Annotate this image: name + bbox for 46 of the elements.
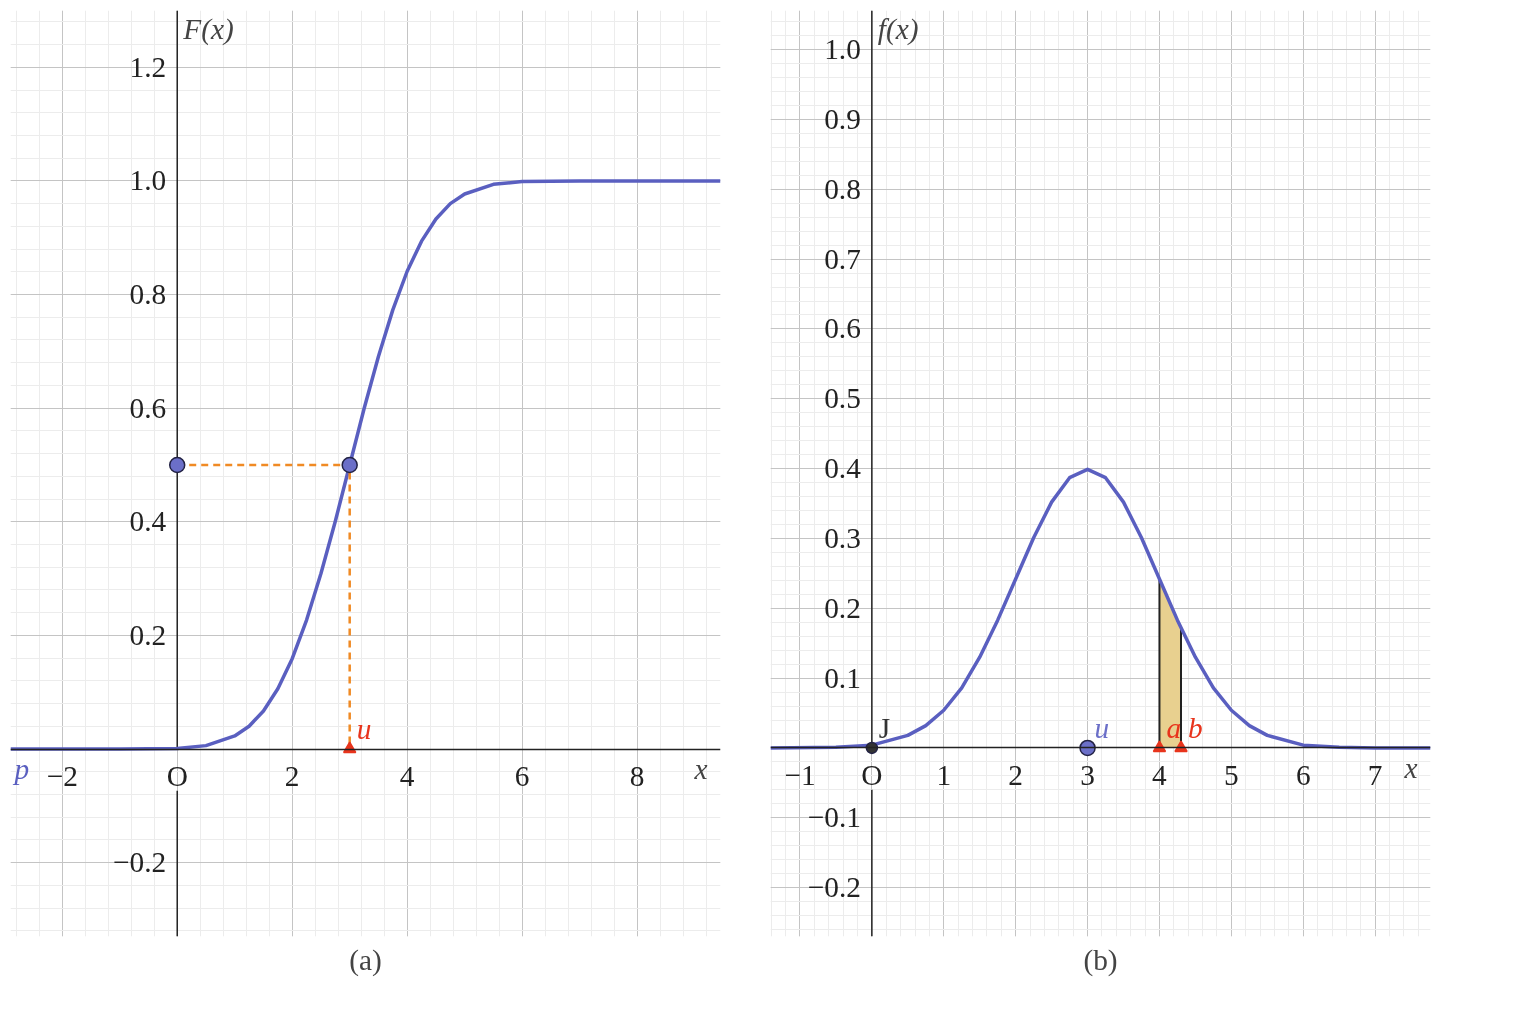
x-tick-label: 3 [1080,758,1095,791]
y-tick-label: −0.2 [113,846,167,879]
y-tick-label: 0.4 [129,505,167,538]
x-tick-label: 1 [936,758,952,791]
text: (b) [1083,943,1118,977]
series-label: a [1166,711,1182,744]
x-axis-title: x [1403,751,1418,784]
text: (a) [349,943,382,977]
x-tick-label: 6 [514,760,530,793]
annotation: p [12,753,30,786]
series-label: u [1094,711,1110,744]
x-tick-label: 4 [1152,758,1168,791]
series-label: u [356,713,372,746]
y-tick-label: 0.9 [824,102,861,135]
y-axis-title: F(x) [182,12,234,46]
x-tick-label: O [166,760,188,793]
y-tick-label: 0.8 [824,172,861,205]
y-tick-label: 0.4 [824,452,862,485]
x-tick-label: −1 [784,758,816,791]
y-tick-label: 1.0 [824,33,861,66]
y-tick-label: 0.6 [824,312,861,345]
x-tick-label: 8 [629,760,645,793]
x-tick-label: 5 [1224,758,1239,791]
series-label: b [1188,711,1203,744]
y-tick-label: 1.2 [129,50,167,83]
y-tick-label: 0.7 [824,242,861,275]
y-tick-label: 0.2 [129,618,167,651]
x-tick-label: 6 [1295,758,1311,791]
x-tick-label: 4 [399,760,415,793]
x-tick-label: 2 [284,760,300,793]
x-tick-label: −2 [46,760,78,793]
x-tick-label: 2 [1008,758,1023,791]
y-axis-title: f(x) [877,12,919,46]
y-tick-label: 0.3 [824,521,861,554]
series-label: J [878,711,891,744]
x-tick-label: 7 [1367,758,1383,791]
y-tick-label: 0.5 [824,382,861,415]
y-tick-label: 0.2 [824,591,861,624]
y-tick-label: 1.0 [129,164,167,197]
y-tick-label: 0.8 [129,278,167,311]
y-tick-label: 0.1 [824,661,861,694]
x-axis-title: x [693,753,708,786]
x-tick-label: O [861,758,883,791]
y-tick-label: −0.1 [807,801,861,834]
y-tick-label: −0.2 [807,871,861,904]
y-tick-label: 0.6 [129,391,167,424]
